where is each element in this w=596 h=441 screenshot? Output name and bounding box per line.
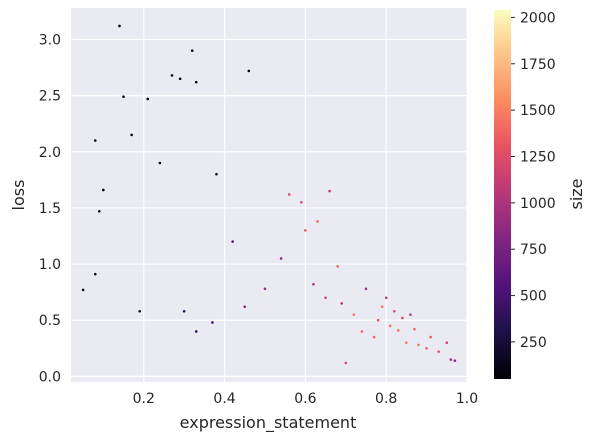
scatter-point [344,361,348,365]
scatter-point [102,188,105,192]
scatter-point [405,341,408,344]
colorbar-tick-label: 1000 [520,196,556,212]
colorbar-tick-label: 250 [520,335,547,351]
scatter-point [401,316,404,320]
scatter-point [388,324,392,328]
scatter-point [380,305,384,309]
colorbar-tick-label: 750 [520,242,547,258]
scatter-point [328,189,331,193]
scatter-point [340,302,344,305]
scatter-point [178,77,182,81]
y-tick-label: 0.0 [39,369,61,385]
scatter-point [324,296,327,300]
scatter-point [336,265,339,268]
colorbar-tick-label: 1250 [520,149,556,165]
scatter-point [384,296,388,300]
scatter-point [118,24,121,28]
scatter-point [437,350,441,353]
scatter-point [247,69,251,73]
colorbar-tick-label: 2000 [520,10,556,26]
scatter-point [449,358,453,361]
scatter-point [81,288,85,292]
scatter-point [312,282,315,286]
y-tick-label: 1.5 [39,201,61,217]
y-tick-label: 3.0 [39,32,61,48]
y-tick-label: 2.5 [39,89,61,105]
x-tick-label: 0.8 [375,391,397,407]
scatter-point [194,80,198,84]
scatter-point [194,330,198,333]
scatter-point [279,257,283,260]
scatter-point [304,229,307,232]
scatter-point [300,201,303,204]
colorbar-ticks: 250 500 750 1000 1250 1500 1750 2000 [511,10,556,351]
scatter-point [170,74,174,77]
x-tick-label: 0.2 [133,391,155,407]
scatter-point [243,305,247,309]
colorbar-tick-label: 1500 [520,103,556,119]
x-axis-label: expression_statement [180,413,357,433]
scatter-point [392,309,396,313]
grid-lines [71,8,468,382]
colorbar [494,10,511,379]
scatter-point [231,240,234,243]
x-axis-ticks: 0.2 0.4 0.6 0.8 1.0 [133,391,479,407]
y-axis-label: loss [9,180,28,211]
scatter-point [352,313,356,316]
scatter-point [138,309,141,313]
x-tick-label: 0.6 [294,391,316,407]
scatter-point [211,321,214,324]
scatter-point [372,335,376,339]
scatter-point [453,359,457,362]
y-tick-label: 1.0 [39,257,61,273]
colorbar-tick-label: 1750 [520,57,556,73]
colorbar-label: size [567,178,586,209]
scatter-point [146,97,150,101]
scatter-point [425,347,428,350]
scatter-point [417,343,420,347]
scatter-point [413,327,416,331]
scatter-points [81,24,457,365]
scatter-point [97,209,101,213]
x-tick-label: 0.4 [213,391,235,407]
scatter-point [360,330,364,333]
scatter-point [287,193,291,196]
x-tick-label: 1.0 [456,391,478,407]
scatter-point [215,172,218,176]
scatter-point [364,287,368,291]
scatter-point [158,161,162,165]
scatter-point [397,329,400,332]
scatter-point [190,49,194,52]
scatter-point [376,318,380,322]
scatter-point [93,139,97,142]
scatter-point [93,272,97,276]
y-axis-ticks: 0.0 0.5 1.0 1.5 2.0 2.5 3.0 [39,32,61,385]
scatter-point [409,313,412,316]
scatter-point [316,220,319,223]
y-tick-label: 2.0 [39,145,61,161]
colorbar-tick-label: 500 [520,289,547,305]
scatter-point [429,335,432,339]
scatter-point [263,287,267,291]
plot-area-background [71,8,467,382]
scatter-point [122,95,125,99]
y-tick-label: 0.5 [39,313,61,329]
scatter-point [130,133,133,137]
scatter-point [182,309,186,313]
scatter-point [445,341,449,344]
